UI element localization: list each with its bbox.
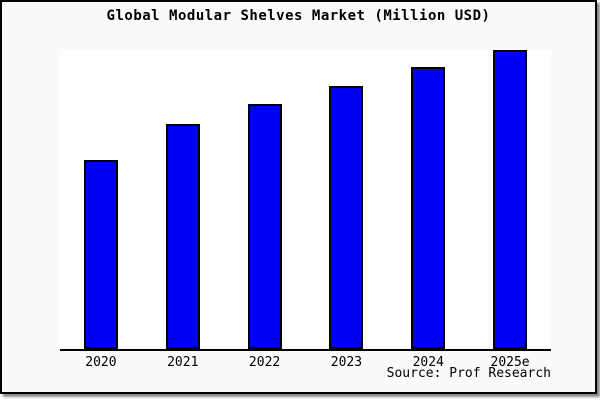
x-tick-label-2021: 2021 xyxy=(167,355,199,370)
x-tick-label-2022: 2022 xyxy=(248,355,281,370)
x-tick-label-2023: 2023 xyxy=(330,355,363,370)
source-credit: Source: Prof Research xyxy=(386,366,551,381)
chart-title: Global Modular Shelves Market (Million U… xyxy=(106,8,491,24)
x-axis-tick-labels: 2020 2021 2022 2023 2024 2025e xyxy=(2,355,595,371)
bar-2024 xyxy=(411,67,446,349)
plot-area xyxy=(60,50,551,351)
bar-2022 xyxy=(247,104,282,349)
x-tick-label-2024: 2024 xyxy=(412,355,444,370)
bar-2025e xyxy=(493,50,528,349)
bar-2020 xyxy=(83,160,118,349)
x-tick-label-2020: 2020 xyxy=(85,355,117,370)
x-tick-label-2025e: 2025e xyxy=(490,355,530,370)
bar-2021 xyxy=(165,124,200,349)
bar-2023 xyxy=(329,86,364,349)
